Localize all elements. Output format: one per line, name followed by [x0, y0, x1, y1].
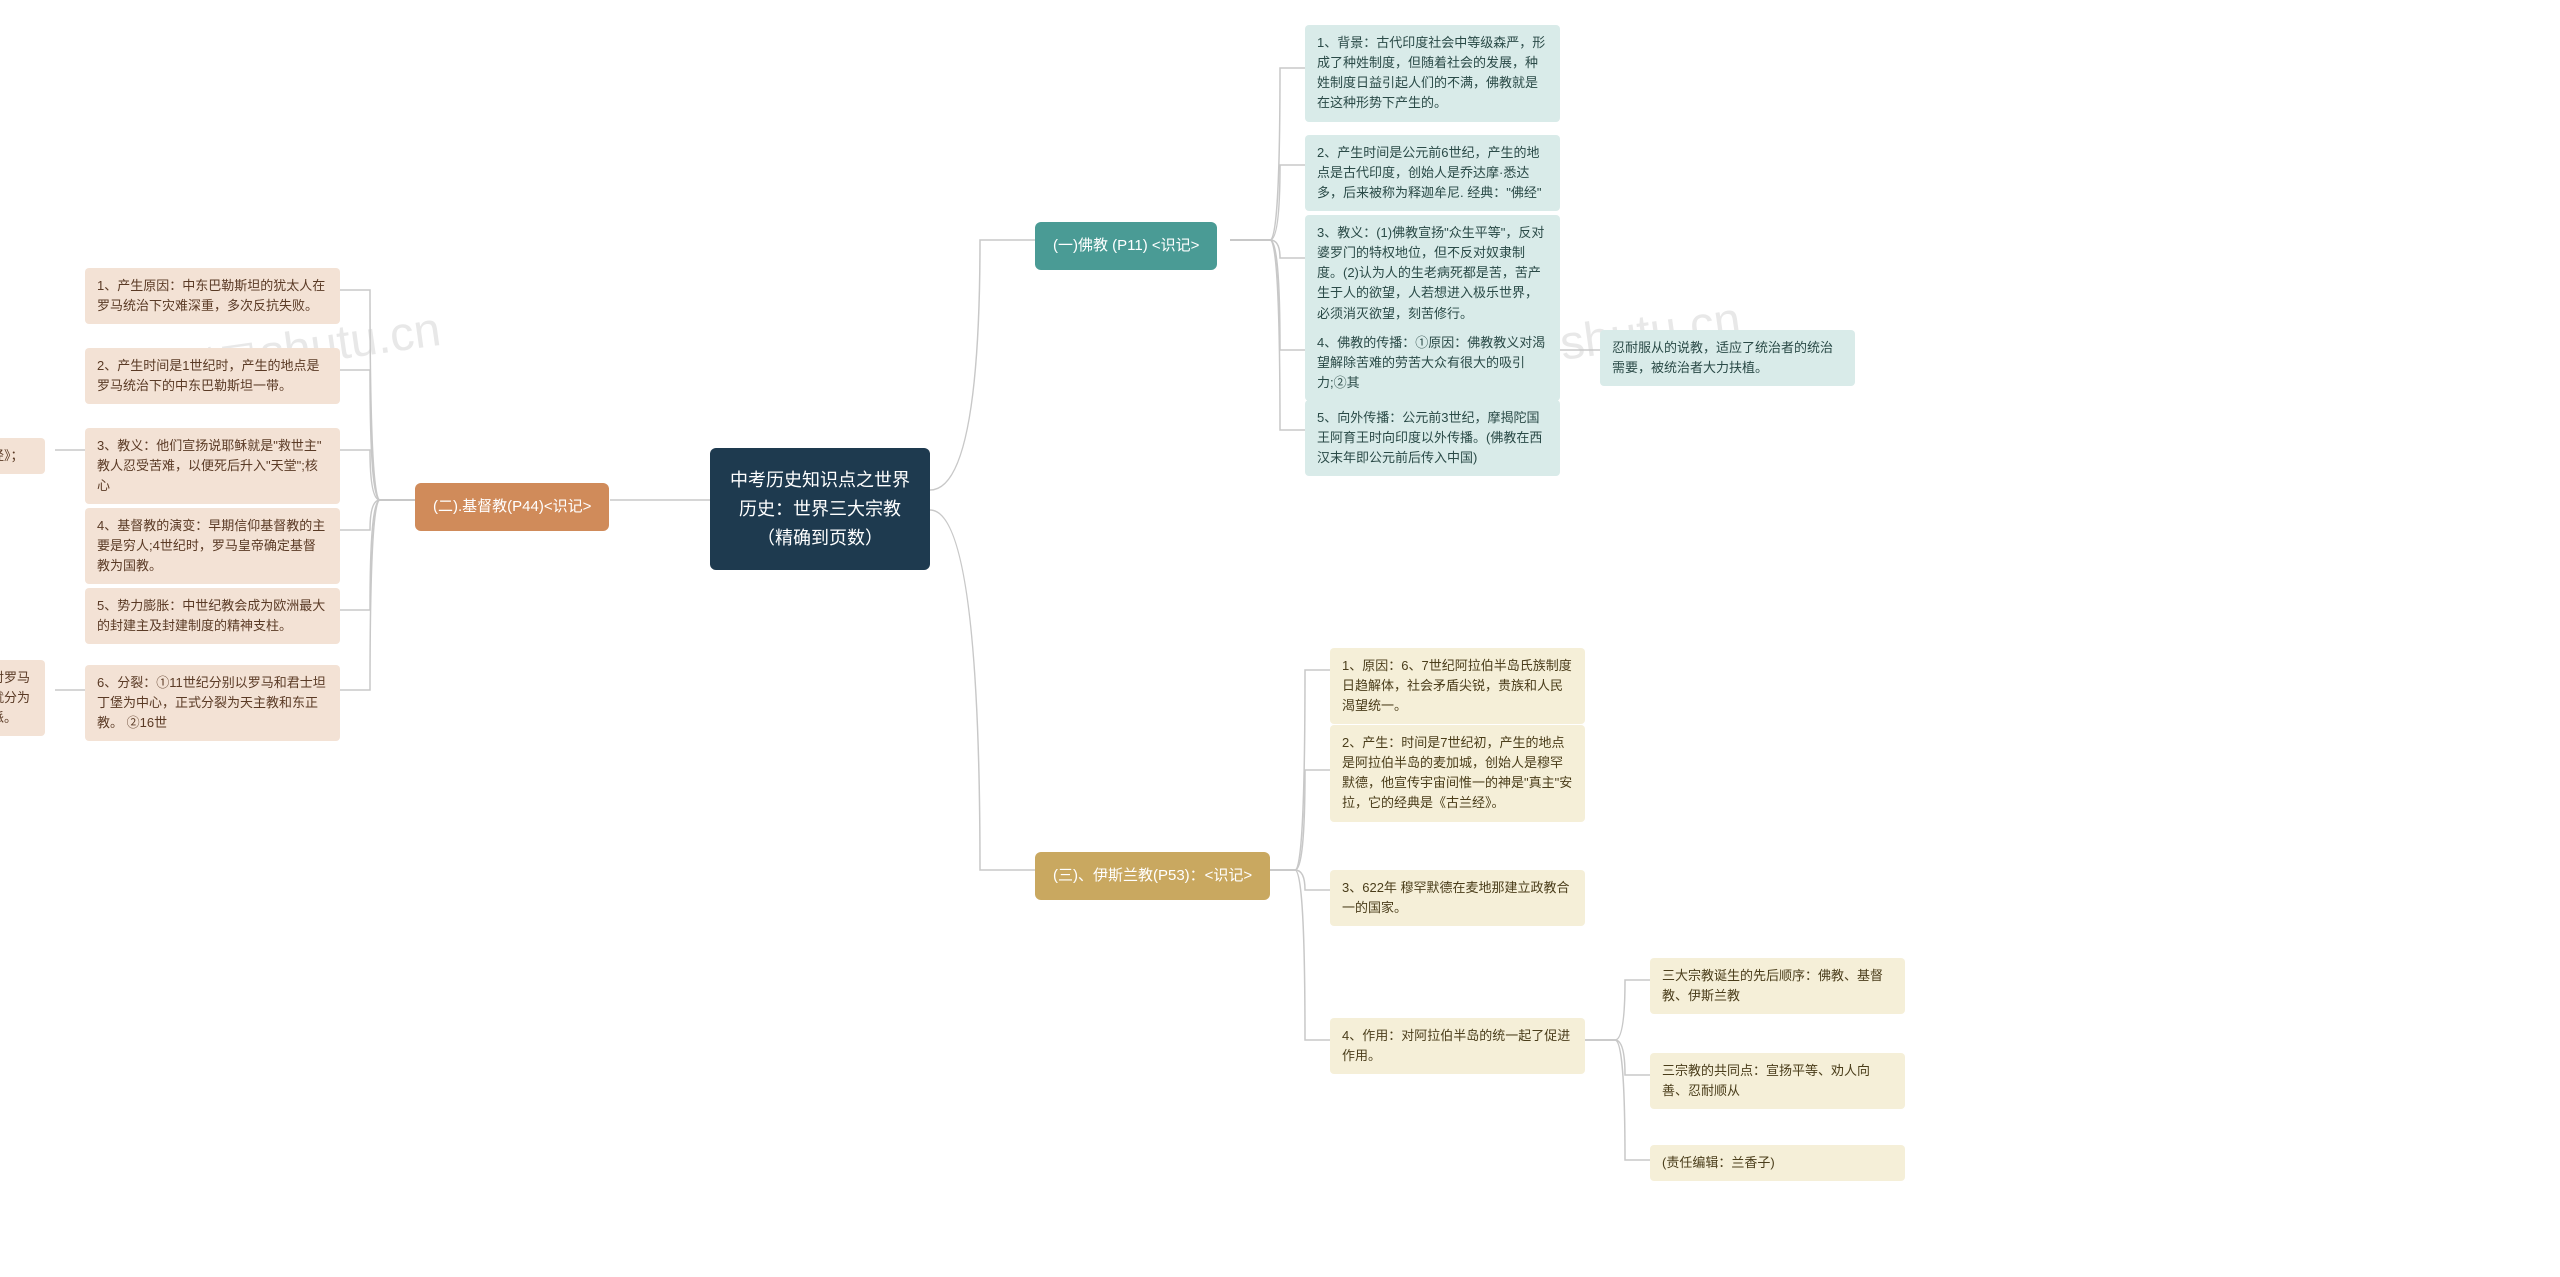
leaf-islam-1[interactable]: 1、原因：6、7世纪阿拉伯半岛氏族制度日趋解体，社会矛盾尖锐，贵族和人民渴望统一… — [1330, 648, 1585, 724]
leaf-text: 3、教义：他们宣扬说耶稣就是"救世主" 教人忍受苦难，以便死后升入"天堂";核心 — [97, 438, 321, 493]
leaf-islam-4[interactable]: 4、作用：对阿拉伯半岛的统一起了促进作用。 — [1330, 1018, 1585, 1074]
leaf-islam-4-sub3[interactable]: (责任编辑：兰香子) — [1650, 1145, 1905, 1181]
leaf-text: 3、622年 穆罕默德在麦地那建立政教合一的国家。 — [1342, 880, 1570, 915]
leaf-text: (责任编辑：兰香子) — [1662, 1155, 1775, 1170]
leaf-christianity-5[interactable]: 5、势力膨胀：中世纪教会成为欧洲最大的封建主及封建制度的精神支柱。 — [85, 588, 340, 644]
branch-buddhism[interactable]: (一)佛教 (P11) <识记> — [1035, 222, 1217, 270]
root-node[interactable]: 中考历史知识点之世界历史：世界三大宗教（精确到页数） — [710, 448, 930, 570]
leaf-buddhism-3[interactable]: 3、教义：(1)佛教宣扬"众生平等"，反对婆罗门的特权地位，但不反对奴隶制度。(… — [1305, 215, 1560, 332]
leaf-islam-2[interactable]: 2、产生：时间是7世纪初，产生的地点是阿拉伯半岛的麦加城，创始人是穆罕默德，他宣… — [1330, 725, 1585, 822]
leaf-text: 4、基督教的演变：早期信仰基督教的主要是穷人;4世纪时，罗马皇帝确定基督教为国教… — [97, 518, 325, 573]
leaf-text: 1、背景：古代印度社会中等级森严，形成了种姓制度，但随着社会的发展，种姓制度日益… — [1317, 35, 1545, 110]
leaf-text: 3、教义：(1)佛教宣扬"众生平等"，反对婆罗门的特权地位，但不反对奴隶制度。(… — [1317, 225, 1544, 321]
leaf-text: 2、产生时间是公元前6世纪，产生的地点是古代印度，创始人是乔达摩·悉达多，后来被… — [1317, 145, 1541, 200]
leaf-christianity-6[interactable]: 6、分裂：①11世纪分别以罗马和君士坦丁堡为中心，正式分裂为天主教和东正教。 ②… — [85, 665, 340, 741]
leaf-islam-3[interactable]: 3、622年 穆罕默德在麦地那建立政教合一的国家。 — [1330, 870, 1585, 926]
connector-lines — [0, 0, 2560, 1277]
leaf-text: 5、势力膨胀：中世纪教会成为欧洲最大的封建主及封建制度的精神支柱。 — [97, 598, 325, 633]
leaf-christianity-3[interactable]: 3、教义：他们宣扬说耶稣就是"救世主" 教人忍受苦难，以便死后升入"天堂";核心 — [85, 428, 340, 504]
leaf-text: 5、向外传播：公元前3世纪，摩揭陀国王阿育王时向印度以外传播。(佛教在西汉末年即… — [1317, 410, 1542, 465]
leaf-christianity-4[interactable]: 4、基督教的演变：早期信仰基督教的主要是穷人;4世纪时，罗马皇帝确定基督教为国教… — [85, 508, 340, 584]
leaf-christianity-6-ext[interactable]: 纪从德意志开始，西欧出现反对罗马教皇统治的新教，这样基督教就分为天主教、东正教和… — [0, 660, 45, 736]
branch-christianity[interactable]: (二).基督教(P44)<识记> — [415, 483, 609, 531]
leaf-text: 6、分裂：①11世纪分别以罗马和君士坦丁堡为中心，正式分裂为天主教和东正教。 ②… — [97, 675, 326, 730]
leaf-text: 2、产生：时间是7世纪初，产生的地点是阿拉伯半岛的麦加城，创始人是穆罕默德，他宣… — [1342, 735, 1572, 810]
leaf-text: 三大宗教诞生的先后顺序：佛教、基督教、伊斯兰教 — [1662, 968, 1883, 1003]
leaf-text: 三宗教的共同点：宣扬平等、劝人向善、忍耐顺从 — [1662, 1063, 1870, 1098]
branch-islam[interactable]: (三)、伊斯兰教(P53)：<识记> — [1035, 852, 1270, 900]
leaf-text: 4、作用：对阿拉伯半岛的统一起了促进作用。 — [1342, 1028, 1570, 1063]
leaf-christianity-1[interactable]: 1、产生原因：中东巴勒斯坦的犹太人在罗马统治下灾难深重，多次反抗失败。 — [85, 268, 340, 324]
branch-label: (三)、伊斯兰教(P53)：<识记> — [1053, 867, 1252, 884]
leaf-text: 1、产生原因：中东巴勒斯坦的犹太人在罗马统治下灾难深重，多次反抗失败。 — [97, 278, 325, 313]
leaf-text: 忍耐服从的说教，适应了统治者的统治需要，被统治者大力扶植。 — [1612, 340, 1833, 375]
leaf-buddhism-4-ext[interactable]: 忍耐服从的说教，适应了统治者的统治需要，被统治者大力扶植。 — [1600, 330, 1855, 386]
leaf-buddhism-1[interactable]: 1、背景：古代印度社会中等级森严，形成了种姓制度，但随着社会的发展，种姓制度日益… — [1305, 25, 1560, 122]
branch-label: (一)佛教 (P11) <识记> — [1053, 237, 1199, 254]
leaf-islam-4-sub2[interactable]: 三宗教的共同点：宣扬平等、劝人向善、忍耐顺从 — [1650, 1053, 1905, 1109]
branch-label: (二).基督教(P44)<识记> — [433, 498, 591, 515]
leaf-text: 是对人类的博爱。经典是《圣经》； — [0, 448, 24, 463]
leaf-text: 2、产生时间是1世纪时，产生的地点是罗马统治下的中东巴勒斯坦一带。 — [97, 358, 319, 393]
leaf-buddhism-5[interactable]: 5、向外传播：公元前3世纪，摩揭陀国王阿育王时向印度以外传播。(佛教在西汉末年即… — [1305, 400, 1560, 476]
leaf-christianity-2[interactable]: 2、产生时间是1世纪时，产生的地点是罗马统治下的中东巴勒斯坦一带。 — [85, 348, 340, 404]
leaf-buddhism-4[interactable]: 4、佛教的传播：①原因：佛教教义对渴望解除苦难的劳苦大众有很大的吸引力;②其 — [1305, 325, 1560, 401]
leaf-text: 4、佛教的传播：①原因：佛教教义对渴望解除苦难的劳苦大众有很大的吸引力;②其 — [1317, 335, 1545, 390]
leaf-christianity-3-ext[interactable]: 是对人类的博爱。经典是《圣经》； — [0, 438, 45, 474]
leaf-text: 纪从德意志开始，西欧出现反对罗马教皇统治的新教，这样基督教就分为天主教、东正教和… — [0, 670, 30, 725]
leaf-text: 1、原因：6、7世纪阿拉伯半岛氏族制度日趋解体，社会矛盾尖锐，贵族和人民渴望统一… — [1342, 658, 1572, 713]
root-label: 中考历史知识点之世界历史：世界三大宗教（精确到页数） — [730, 470, 910, 548]
leaf-buddhism-2[interactable]: 2、产生时间是公元前6世纪，产生的地点是古代印度，创始人是乔达摩·悉达多，后来被… — [1305, 135, 1560, 211]
leaf-islam-4-sub1[interactable]: 三大宗教诞生的先后顺序：佛教、基督教、伊斯兰教 — [1650, 958, 1905, 1014]
